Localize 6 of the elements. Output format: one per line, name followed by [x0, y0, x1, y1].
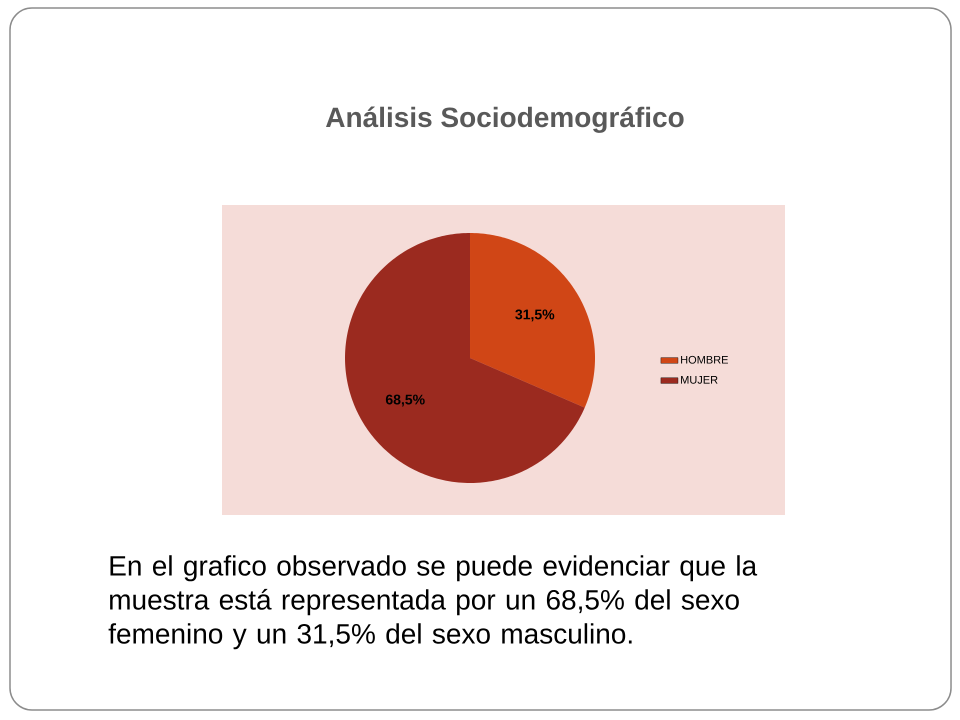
legend-label: MUJER [681, 376, 718, 384]
chart-title: Análisis Sociodemográfico [326, 106, 684, 133]
legend-label: HOMBRE [681, 356, 728, 364]
data-label: 31,5% [515, 309, 554, 322]
text: En el grafico observado se puede evidenciar que la muestra está representada por un 68,5% del sexo femenino y un 31,5% del sexo masculino. [108, 555, 758, 650]
data-label: 68,5% [386, 394, 425, 407]
